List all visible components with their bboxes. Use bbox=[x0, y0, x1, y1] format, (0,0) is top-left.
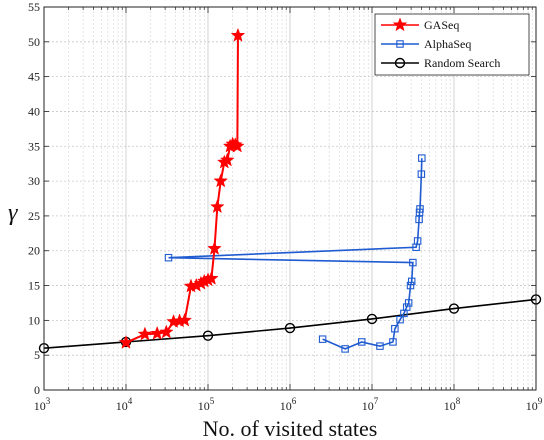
x-tick-label: 103 bbox=[34, 396, 51, 413]
y-tick-label: 15 bbox=[28, 279, 40, 293]
legend-marker bbox=[396, 40, 404, 48]
data-point bbox=[413, 237, 422, 245]
legend-marker bbox=[392, 17, 408, 32]
x-tick-label: 106 bbox=[280, 396, 297, 413]
data-point bbox=[149, 325, 165, 340]
x-tick-label: 105 bbox=[198, 396, 215, 413]
y-tick-label: 50 bbox=[28, 35, 40, 49]
data-point bbox=[204, 270, 219, 285]
series-line bbox=[168, 158, 423, 350]
legend: GASeq AlphaSeq Random Search bbox=[374, 13, 530, 76]
data-point bbox=[158, 324, 174, 339]
legend-marker bbox=[394, 57, 406, 69]
data-point bbox=[407, 277, 416, 286]
legend-label: AlphaSeq bbox=[424, 37, 471, 51]
data-point bbox=[213, 173, 229, 188]
y-tick-label: 40 bbox=[28, 104, 40, 118]
data-point bbox=[219, 152, 235, 167]
data-point bbox=[418, 154, 426, 162]
data-point bbox=[202, 330, 214, 341]
data-point bbox=[177, 312, 193, 327]
legend-entry: GASeq bbox=[381, 17, 459, 32]
data-point bbox=[389, 338, 397, 346]
data-point bbox=[366, 313, 378, 325]
y-tick-label: 55 bbox=[28, 0, 40, 14]
data-point bbox=[448, 303, 460, 314]
data-point bbox=[118, 334, 134, 349]
data-point bbox=[358, 338, 366, 346]
axis-ticks: 0 5 10 15 20 25 30 35 40 45 50 55 103 104 105 106 107 108… bbox=[28, 0, 543, 413]
y-tick-label: 25 bbox=[28, 209, 40, 223]
y-tick-label: 0 bbox=[34, 383, 40, 397]
x-tick-label: 104 bbox=[116, 396, 133, 413]
data-point bbox=[417, 170, 426, 178]
legend-label: GASeq bbox=[424, 18, 459, 32]
data-point bbox=[409, 258, 417, 267]
x-tick-label: 108 bbox=[444, 396, 461, 413]
series-alphaseq bbox=[164, 154, 426, 353]
legend-entry: AlphaSeq bbox=[381, 37, 471, 51]
data-point bbox=[210, 199, 225, 214]
y-tick-label: 10 bbox=[28, 313, 40, 327]
y-tick-label: 5 bbox=[34, 348, 40, 362]
y-axis-label: γ bbox=[8, 200, 18, 226]
x-tick-label: 107 bbox=[362, 396, 379, 413]
data-point bbox=[406, 281, 415, 290]
legend-label: Random Search bbox=[424, 56, 500, 70]
y-tick-label: 35 bbox=[28, 139, 40, 153]
data-point bbox=[230, 27, 246, 42]
x-axis-label: No. of visited states bbox=[203, 416, 378, 440]
data-point bbox=[396, 315, 404, 324]
data-point bbox=[416, 205, 424, 213]
data-point bbox=[318, 335, 327, 343]
grid bbox=[44, 7, 536, 390]
data-point bbox=[284, 322, 296, 334]
data-point bbox=[137, 326, 153, 341]
data-point bbox=[415, 215, 423, 224]
series-gaseq bbox=[118, 27, 246, 349]
data-point bbox=[207, 240, 222, 255]
plot-series bbox=[38, 27, 542, 354]
data-point bbox=[341, 345, 349, 353]
data-point bbox=[230, 138, 245, 153]
y-tick-label: 45 bbox=[28, 70, 40, 84]
data-point bbox=[402, 303, 411, 311]
data-point bbox=[164, 253, 173, 262]
x-tick-label: 109 bbox=[526, 396, 543, 413]
data-point bbox=[376, 342, 384, 350]
y-tick-label: 30 bbox=[28, 174, 40, 188]
y-tick-label: 20 bbox=[28, 244, 40, 258]
legend-entry: Random Search bbox=[381, 56, 500, 70]
data-point bbox=[391, 324, 399, 333]
series-line bbox=[125, 35, 239, 344]
data-point bbox=[404, 299, 413, 307]
